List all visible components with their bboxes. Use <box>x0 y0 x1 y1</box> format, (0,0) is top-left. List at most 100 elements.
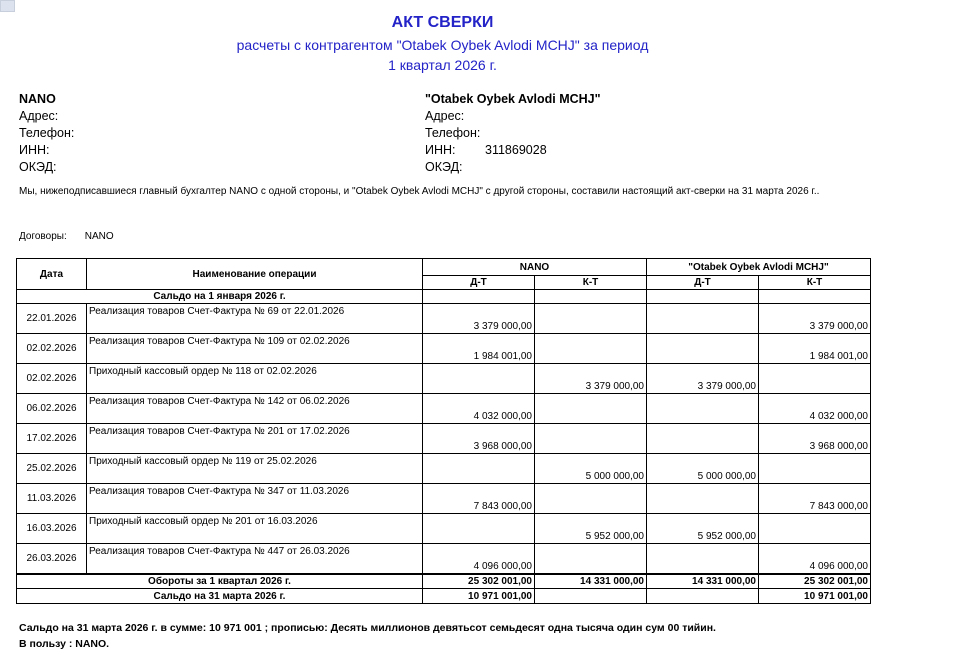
cell: 4 032 000,00 <box>758 393 871 424</box>
summary-in-favor: В пользу : NANO. <box>19 638 110 650</box>
contracts-value: NANO <box>84 231 114 242</box>
cell <box>534 303 647 334</box>
cell: 3 379 000,00 <box>758 303 871 334</box>
doc-period: 1 квартал 2026 г. <box>388 57 497 73</box>
header-debit: Д-Т <box>422 275 535 290</box>
cell: 7 843 000,00 <box>422 483 535 514</box>
cell: 14 331 000,00 <box>534 572 647 589</box>
row-operation: Приходный кассовый ордер № 118 от 02.02.… <box>86 363 423 394</box>
summary-balance: Сальдо на 31 марта 2026 г. в сумме: 10 9… <box>19 622 716 634</box>
phone-label: Телефон: <box>425 126 481 140</box>
cell <box>534 333 647 364</box>
cell: 1 984 001,00 <box>758 333 871 364</box>
cell <box>646 303 759 334</box>
cell: 3 379 000,00 <box>534 363 647 394</box>
row-date: 11.03.2026 <box>16 483 87 514</box>
party-name: NANO <box>19 92 56 106</box>
row-date: 06.02.2026 <box>16 393 87 424</box>
cell <box>646 588 759 604</box>
turnover-label: Обороты за 1 квартал 2026 г. <box>16 572 423 589</box>
oked-label: ОКЭД: <box>19 160 57 174</box>
oked-label: ОКЭД: <box>425 160 463 174</box>
cell: 5 952 000,00 <box>534 513 647 544</box>
inn-label: ИНН: <box>19 143 50 157</box>
cell <box>534 393 647 424</box>
row-date: 26.03.2026 <box>16 543 87 574</box>
cell <box>646 483 759 514</box>
cell <box>534 483 647 514</box>
address-label: Адрес: <box>19 109 59 123</box>
header-credit: К-Т <box>758 275 871 290</box>
opening-balance-label: Сальдо на 1 января 2026 г. <box>16 289 423 304</box>
inn-value: 311869028 <box>485 143 547 157</box>
cell: 4 096 000,00 <box>758 543 871 574</box>
table-row: 17.02.2026 Реализация товаров Счет-Фактур… <box>16 423 871 454</box>
table-row: 25.02.2026 Приходный кассовый ордер № 119… <box>16 453 871 484</box>
cell <box>758 513 871 544</box>
party-name: "Otabek Oybek Avlodi MCHJ" <box>425 92 601 106</box>
cell <box>534 543 647 574</box>
cell: 3 968 000,00 <box>758 423 871 454</box>
row-operation: Реализация товаров Счет-Фактура № 69 от … <box>86 303 423 334</box>
row-date: 02.02.2026 <box>16 333 87 364</box>
cell <box>422 513 535 544</box>
cell: 14 331 000,00 <box>646 572 759 589</box>
table-row: 02.02.2026 Приходный кассовый ордер № 118… <box>16 363 871 394</box>
row-operation: Реализация товаров Счет-Фактура № 109 от… <box>86 333 423 364</box>
intro-text: Мы, нижеподписавшиеся главный бухгалтер … <box>19 186 820 197</box>
cell: 4 032 000,00 <box>422 393 535 424</box>
cell <box>646 543 759 574</box>
contracts-label: Договоры: <box>19 231 67 242</box>
cell: 1 984 001,00 <box>422 333 535 364</box>
cell: 4 096 000,00 <box>422 543 535 574</box>
contracts: Договоры: NANO <box>19 231 114 242</box>
table-row: 06.02.2026 Реализация товаров Счет-Фактур… <box>16 393 871 424</box>
cell: 3 379 000,00 <box>646 363 759 394</box>
row-date: 25.02.2026 <box>16 453 87 484</box>
cell: 25 302 001,00 <box>422 572 535 589</box>
row-date: 22.01.2026 <box>16 303 87 334</box>
cell <box>758 363 871 394</box>
reconciliation-table: Дата Наименование операции NANO "Otabek Oyb… <box>16 258 871 604</box>
row-operation: Реализация товаров Счет-Фактура № 142 от… <box>86 393 423 424</box>
header-debit: Д-Т <box>646 275 759 290</box>
row-date: 17.02.2026 <box>16 423 87 454</box>
closing-row: Сальдо на 31 марта 2026 г. 10 971 001,00 1… <box>16 588 871 604</box>
header-left-party: NANO <box>422 258 647 276</box>
party-right: "Otabek Oybek Avlodi MCHJ" Адрес: Телефо… <box>425 91 601 176</box>
row-date: 02.02.2026 <box>16 363 87 394</box>
cell <box>534 423 647 454</box>
header-right-party: "Otabek Oybek Avlodi MCHJ" <box>646 258 871 276</box>
row-operation: Приходный кассовый ордер № 201 от 16.03.… <box>86 513 423 544</box>
summary: Сальдо на 31 марта 2026 г. в сумме: 10 9… <box>19 620 716 652</box>
cell <box>534 588 647 604</box>
table-row: 02.02.2026 Реализация товаров Счет-Фактур… <box>16 333 871 364</box>
cell: 10 971 001,00 <box>422 588 535 604</box>
header-date: Дата <box>16 258 87 290</box>
cell: 7 843 000,00 <box>758 483 871 514</box>
header-credit: К-Т <box>534 275 647 290</box>
window-corner-icon <box>0 0 15 12</box>
row-operation: Реализация товаров Счет-Фактура № 347 от… <box>86 483 423 514</box>
phone-label: Телефон: <box>19 126 75 140</box>
row-operation: Приходный кассовый ордер № 119 от 25.02.… <box>86 453 423 484</box>
address-label: Адрес: <box>425 109 465 123</box>
table-row: 26.03.2026 Реализация товаров Счет-Фактур… <box>16 543 871 574</box>
cell: 3 968 000,00 <box>422 423 535 454</box>
table-row: 16.03.2026 Приходный кассовый ордер № 201… <box>16 513 871 544</box>
cell <box>422 363 535 394</box>
table-row: 11.03.2026 Реализация товаров Счет-Фактур… <box>16 483 871 514</box>
cell <box>422 453 535 484</box>
row-date: 16.03.2026 <box>16 513 87 544</box>
row-operation: Реализация товаров Счет-Фактура № 447 от… <box>86 543 423 574</box>
table-row: 22.01.2026 Реализация товаров Счет-Фактур… <box>16 303 871 334</box>
cell: 5 000 000,00 <box>534 453 647 484</box>
cell: 3 379 000,00 <box>422 303 535 334</box>
cell <box>646 423 759 454</box>
cell: 10 971 001,00 <box>758 588 871 604</box>
turnover-row: Обороты за 1 квартал 2026 г. 25 302 001,0… <box>16 572 871 589</box>
party-left: NANO Адрес: Телефон: ИНН: ОКЭД: <box>19 91 79 176</box>
row-operation: Реализация товаров Счет-Фактура № 201 от… <box>86 423 423 454</box>
cell: 5 952 000,00 <box>646 513 759 544</box>
